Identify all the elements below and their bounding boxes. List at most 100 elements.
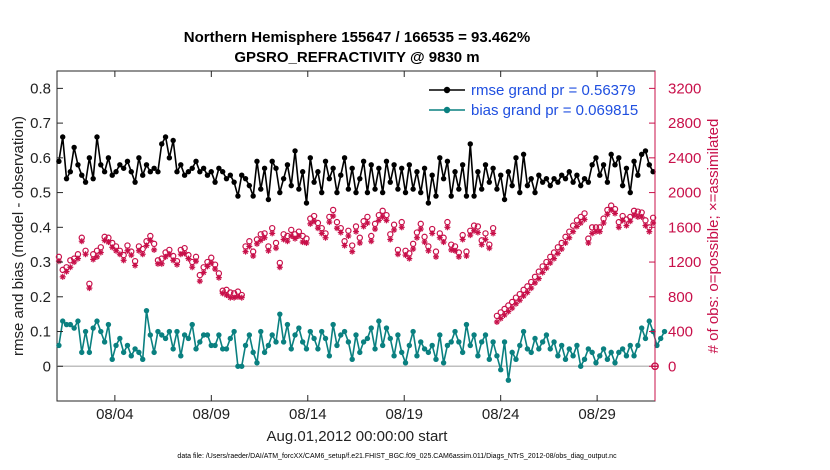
rmse-point (440, 175, 447, 182)
obs-assimilated-stroke (479, 242, 485, 248)
bias-point (90, 325, 96, 331)
bias-point (425, 349, 432, 356)
obs-assimilated-marker (490, 230, 497, 237)
obs-assimilated-stroke (166, 251, 172, 257)
obs-assimilated-stroke (452, 248, 458, 254)
obs-assimilated-marker (394, 251, 401, 258)
obs-assimilated-marker (337, 229, 344, 236)
rmse-point (307, 155, 313, 161)
bias-point (627, 342, 633, 349)
obs-assimilated-stroke (79, 238, 85, 244)
obs-assimilated-marker (467, 232, 474, 239)
obs-possible-marker (329, 206, 337, 214)
bias-point (395, 332, 401, 338)
rmse-point (425, 200, 432, 206)
rmse-point (608, 151, 614, 158)
obs-assimilated-marker (486, 245, 493, 252)
bias-point (578, 363, 584, 369)
obs-assimilated-marker (276, 264, 283, 271)
bias-point (467, 342, 473, 349)
obs-assimilated-stroke (212, 266, 218, 272)
bias-point (338, 332, 344, 338)
chart-title-line1: Northern Hemisphere 155647 / 166535 = 93… (184, 29, 530, 46)
obs-assimilated-stroke (429, 230, 435, 236)
obs-assimilated-stroke (246, 243, 252, 249)
rmse-point (326, 175, 333, 182)
bias-point (589, 349, 595, 356)
rmse-point (56, 158, 62, 165)
rmse-point (162, 134, 169, 140)
rmse-point (482, 162, 489, 168)
rmse-point (638, 151, 645, 158)
rmse-point (219, 169, 226, 175)
obs-assimilated-marker (368, 238, 375, 245)
obs-assimilated-stroke (105, 239, 111, 245)
obs-assimilated-stroke (174, 262, 180, 268)
y-left-axis-label: rmse and bias (model - observation) (10, 116, 27, 356)
obs-assimilated-marker (478, 241, 485, 248)
bias-point (539, 339, 546, 345)
bias-point (600, 346, 607, 352)
obs-assimilated-stroke (543, 265, 549, 271)
bias-point (612, 360, 618, 366)
bias-point (277, 311, 283, 317)
obs-assimilated-stroke (486, 245, 492, 251)
bias-point (334, 342, 340, 349)
rmse-point (452, 169, 458, 175)
obs-assimilated-marker (303, 239, 310, 246)
rmse-point (338, 172, 344, 178)
bias-point (456, 339, 462, 345)
bias-point (551, 339, 557, 345)
obs-assimilated-marker (398, 224, 405, 231)
y-left-tick-label: 0 (43, 358, 51, 375)
obs-assimilated-marker (55, 258, 62, 265)
bias-point (307, 328, 313, 335)
obs-assimilated-marker (86, 285, 93, 292)
obs-assimilated-stroke (441, 239, 447, 245)
obs-assimilated-stroke (155, 261, 161, 267)
bias-point (475, 353, 481, 359)
obs-possible-marker (493, 312, 501, 320)
obs-assimilated-marker (97, 249, 104, 256)
rmse-point (227, 172, 234, 178)
bias-point (547, 346, 553, 352)
bias-point (71, 325, 77, 331)
obs-assimilated-stroke (326, 219, 332, 225)
rmse-point (421, 165, 428, 171)
bias-point (288, 346, 294, 352)
obs-assimilated-stroke (197, 278, 203, 284)
obs-assimilated-marker (543, 265, 550, 272)
obs-assimilated-stroke (475, 230, 481, 236)
rmse-point (82, 179, 89, 185)
obs-possible-marker (257, 231, 264, 238)
y-left-tick-label: 0.4 (30, 219, 51, 236)
obs-count-series (55, 202, 659, 371)
obs-assimilated-marker (413, 234, 420, 241)
obs-assimilated-marker (391, 226, 398, 233)
obs-assimilated-marker (265, 247, 272, 254)
rmse-point (254, 158, 260, 165)
y-left-tick-label: 0.2 (30, 289, 51, 306)
bias-point (86, 349, 93, 356)
obs-assimilated-marker (505, 308, 512, 315)
obs-assimilated-stroke (86, 285, 92, 291)
bias-point (619, 346, 626, 352)
obs-assimilated-stroke (597, 229, 603, 235)
bias-point (623, 353, 630, 359)
obs-assimilated-marker (349, 248, 356, 255)
y-left-tick-label: 0.1 (30, 324, 51, 341)
bias-point (299, 339, 306, 345)
obs-assimilated-marker (212, 266, 219, 272)
rmse-point (136, 155, 142, 161)
obs-assimilated-stroke (559, 246, 565, 252)
bias-point (113, 342, 119, 349)
obs-assimilated-stroke (467, 232, 473, 238)
obs-assimilated-stroke (140, 251, 146, 257)
bias-point (235, 363, 241, 369)
rmse-series (56, 134, 656, 206)
obs-assimilated-marker (139, 251, 146, 258)
obs-assimilated-stroke (124, 248, 130, 254)
rmse-point (79, 172, 85, 178)
bias-point (219, 346, 226, 352)
